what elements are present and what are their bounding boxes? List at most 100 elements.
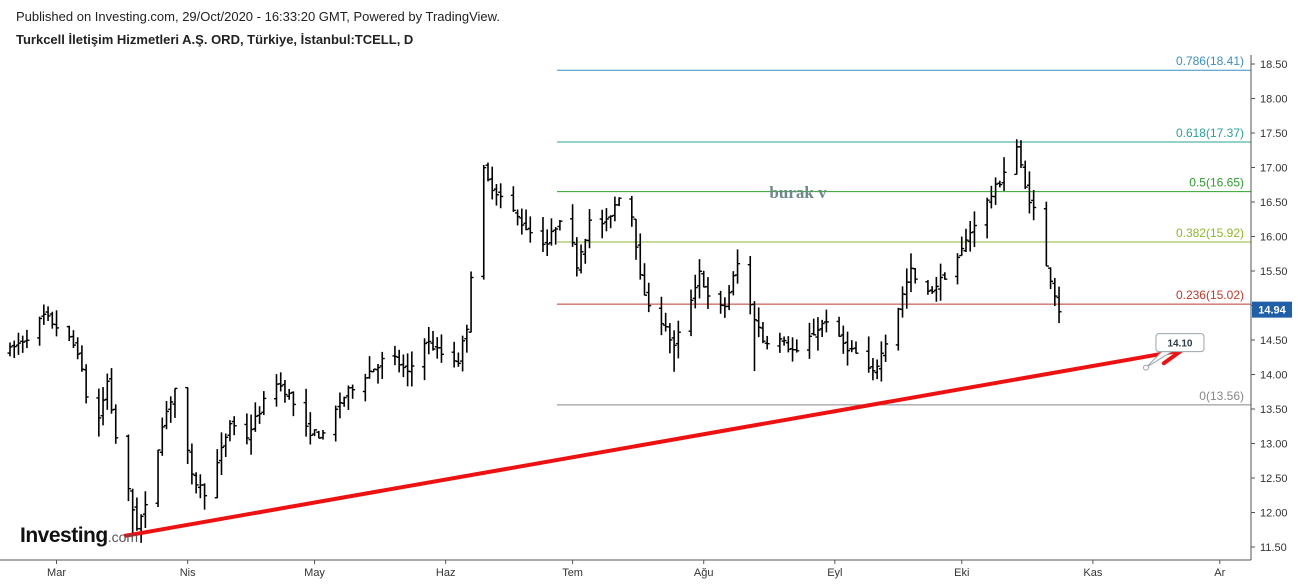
ohlc-bar xyxy=(1043,201,1049,267)
y-tick-label: 18.50 xyxy=(1260,59,1288,71)
ohlc-bar xyxy=(130,488,136,536)
ohlc-bar xyxy=(54,310,60,337)
y-tick-label: 16.00 xyxy=(1260,232,1288,244)
ohlc-bar xyxy=(66,325,72,342)
trendline xyxy=(123,342,1184,538)
ohlc-bar xyxy=(663,312,669,332)
ohlc-bar xyxy=(959,236,965,257)
ohlc-bar xyxy=(79,345,85,372)
ohlc-bar xyxy=(967,220,973,252)
ohlc-bar xyxy=(341,396,347,407)
y-tick-label: 12.00 xyxy=(1260,508,1288,520)
ohlc-bar xyxy=(671,330,677,372)
y-tick-label: 13.00 xyxy=(1260,439,1288,451)
ohlc-bar xyxy=(870,358,876,381)
ohlc-bar xyxy=(1001,157,1007,191)
ohlc-bar xyxy=(908,253,914,293)
ohlc-bar xyxy=(231,416,237,436)
ohlc-bar xyxy=(823,309,829,333)
ohlc-bar xyxy=(553,227,559,245)
ohlc-bar xyxy=(1052,277,1058,307)
ohlc-bar xyxy=(337,392,343,419)
ohlc-bar xyxy=(527,216,533,243)
ohlc-bar xyxy=(113,404,119,444)
ohlc-bar xyxy=(599,209,605,239)
ohlc-bar xyxy=(438,334,444,363)
ohlc-bar xyxy=(333,405,339,442)
ohlc-bar xyxy=(11,340,17,359)
ohlc-bar xyxy=(963,228,969,253)
x-tick-label: Ar xyxy=(1214,567,1225,579)
ohlc-bar xyxy=(257,406,263,424)
ohlc-bar xyxy=(20,335,26,353)
ohlc-bar xyxy=(138,514,144,543)
ohlc-bar xyxy=(540,217,546,252)
ohlc-bar xyxy=(544,229,550,257)
ohlc-bar xyxy=(608,215,614,229)
ohlc-bar xyxy=(722,297,728,318)
ohlc-bar xyxy=(464,324,470,353)
ohlc-bar xyxy=(955,253,961,285)
x-tick-label: Tem xyxy=(562,567,583,579)
x-tick-label: Haz xyxy=(436,567,456,579)
ohlc-bar xyxy=(836,316,842,337)
ohlc-bar xyxy=(189,443,195,485)
publish-line: Published on Investing.com, 29/Oct/2020 … xyxy=(16,9,500,24)
ohlc-bar xyxy=(781,336,787,346)
x-tick-label: Eki xyxy=(954,567,969,579)
ohlc-bar xyxy=(168,396,174,423)
ohlc-bar xyxy=(629,195,635,227)
ohlc-bar xyxy=(971,211,977,248)
ohlc-bar xyxy=(1026,171,1032,214)
ohlc-bar xyxy=(375,363,381,384)
ohlc-bar xyxy=(1048,267,1054,290)
ohlc-bar xyxy=(96,388,102,437)
ohlc-bar xyxy=(688,289,694,337)
ohlc-bar xyxy=(460,335,466,372)
ohlc-bar xyxy=(273,374,279,407)
ohlc-bar xyxy=(587,209,593,249)
y-tick-label: 13.50 xyxy=(1260,404,1288,416)
ohlc-bar xyxy=(350,384,356,399)
ohlc-bar xyxy=(777,332,783,353)
ohlc-bar xyxy=(45,306,51,322)
trendline-line xyxy=(123,348,1183,538)
ohlc-bar xyxy=(109,368,115,414)
ohlc-bar xyxy=(760,321,766,344)
ohlc-bar xyxy=(942,272,948,280)
logo-brand: Investing xyxy=(20,524,108,547)
ohlc-bar xyxy=(574,237,580,277)
ohlc-bar xyxy=(104,373,110,410)
ohlc-bar xyxy=(519,208,525,235)
ohlc-bar xyxy=(426,326,432,355)
y-tick-label: 14.00 xyxy=(1260,370,1288,382)
y-tick-label: 11.50 xyxy=(1260,542,1287,554)
ohlc-bar xyxy=(261,391,267,416)
fib-label: 0.618(17.37) xyxy=(1176,126,1244,140)
symbol-title: Turkcell İletişim Hizmetleri A.Ş. ORD, T… xyxy=(16,32,414,47)
ohlc-bar xyxy=(642,263,647,296)
y-tick-label: 18.00 xyxy=(1260,94,1288,106)
ohlc-bar xyxy=(1022,160,1028,190)
ohlc-bar xyxy=(646,282,652,313)
ohlc-bar xyxy=(303,388,309,437)
ohlc-bar xyxy=(197,474,203,499)
x-tick-label: Ağu xyxy=(694,567,714,579)
ohlc-bar xyxy=(451,341,457,368)
y-tick-label: 12.50 xyxy=(1260,473,1288,485)
x-axis: Mar Nis May Haz Tem Ağu Eyl Eki Kas Ar xyxy=(0,559,1251,579)
ohlc-bar xyxy=(735,249,741,284)
ohlc-bar xyxy=(874,359,880,380)
ohlc-bar xyxy=(904,268,910,309)
x-tick-label: Nis xyxy=(180,567,196,579)
ohlc-bar xyxy=(481,165,487,280)
ohlc-bar xyxy=(252,402,258,432)
ohlc-bar xyxy=(667,323,673,354)
fib-label: 0.5(16.65) xyxy=(1189,176,1244,190)
x-tick-label: Kas xyxy=(1083,567,1102,579)
ohlc-bar xyxy=(159,417,165,456)
x-tick-label: Mar xyxy=(47,567,66,579)
ohlc-bar xyxy=(409,351,415,387)
ohlc-bar xyxy=(815,317,821,351)
